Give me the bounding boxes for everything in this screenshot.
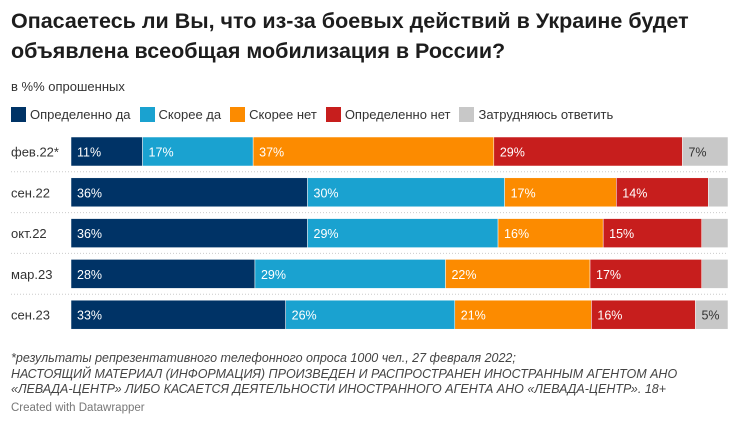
legend-swatch [230, 107, 246, 122]
legend-label: Определенно да [30, 107, 131, 122]
data-label: 37% [259, 146, 284, 160]
legend-swatch [459, 107, 475, 122]
category-label: окт.22 [11, 226, 47, 241]
bar-segment [504, 177, 617, 208]
data-label: 7% [688, 146, 706, 160]
bar-segment [602, 218, 702, 248]
bar-segment [454, 299, 592, 330]
data-label: 11% [77, 146, 101, 160]
credit: Created with Datawrapper [11, 402, 145, 414]
bar-segment [254, 259, 446, 289]
data-label: 17% [511, 186, 536, 200]
data-label: 17% [149, 146, 174, 160]
legend-item: Затрудняюсь ответить [459, 107, 613, 122]
bar-segment [70, 299, 286, 330]
stacked-bar-chart: фев.22* 11% 17% 37% 29% 7% сен.22 36% 30% 17% 14% о… [11, 136, 729, 330]
data-label: 21% [461, 309, 486, 323]
data-label: 26% [292, 309, 317, 323]
bar-segment [142, 136, 254, 167]
data-label: 29% [261, 268, 286, 282]
data-label: 16% [597, 309, 622, 323]
legend-item: Скорее нет [230, 107, 317, 122]
data-label: 15% [609, 227, 634, 241]
legend-swatch [11, 107, 26, 122]
category-label: мар.23 [11, 267, 52, 282]
chart-subtitle: в %% опрошенных [11, 79, 125, 94]
legend-item: Скорее да [139, 107, 222, 122]
data-label: 30% [314, 186, 339, 200]
data-label: 36% [77, 227, 102, 241]
data-label: 16% [504, 227, 529, 241]
data-label: 22% [451, 268, 476, 282]
bar-segment [252, 136, 495, 167]
data-label: 17% [596, 268, 621, 282]
data-label: 14% [622, 186, 647, 200]
legend-item: Определенно нет [325, 107, 451, 122]
bar-segment [307, 218, 499, 248]
bar-segment [70, 177, 308, 208]
bar-segment [70, 259, 256, 289]
data-label: 33% [77, 309, 102, 323]
chart-title: Опасаетесь ли Вы, что из-за боевых дейст… [11, 9, 689, 63]
bar-segment [493, 136, 683, 167]
bar-segment [445, 259, 591, 289]
data-label: 36% [77, 186, 102, 200]
bar-segment [70, 136, 143, 167]
legend-swatch [139, 107, 155, 122]
bar-segment [307, 177, 505, 208]
bar-segment [591, 299, 696, 330]
disclaimer: НАСТОЯЩИЙ МАТЕРИАЛ (ИНФОРМАЦИЯ) ПРОИЗВЕД… [11, 366, 678, 397]
legend: Определенно да Скорее да Скорее нет Опре… [11, 107, 622, 122]
legend-label: Скорее нет [249, 107, 317, 122]
legend-label: Скорее да [158, 107, 222, 122]
legend-swatch [325, 107, 341, 122]
bar-segment [616, 177, 709, 208]
data-label: 29% [314, 227, 339, 241]
data-label: 5% [701, 309, 719, 323]
legend-label: Определенно нет [344, 107, 451, 122]
data-label: 29% [500, 146, 525, 160]
bar-segment [701, 218, 729, 248]
category-label: сен.23 [11, 308, 50, 323]
bar-segment [285, 299, 456, 330]
bar-segment [708, 177, 729, 208]
bar-segment [695, 299, 729, 330]
bar-segment [70, 218, 308, 248]
legend-label: Затрудняюсь ответить [478, 107, 614, 122]
bar-segment [589, 259, 702, 289]
footnote: *результаты репрезентативного телефонног… [11, 351, 516, 365]
legend-item: Определенно да [11, 107, 131, 122]
bar-segment [682, 136, 729, 167]
category-label: фев.22* [11, 145, 59, 160]
bar-segment [701, 259, 729, 289]
footnotes: *результаты репрезентативного телефонног… [11, 351, 736, 398]
category-label: сен.22 [11, 185, 50, 200]
data-label: 28% [77, 268, 102, 282]
